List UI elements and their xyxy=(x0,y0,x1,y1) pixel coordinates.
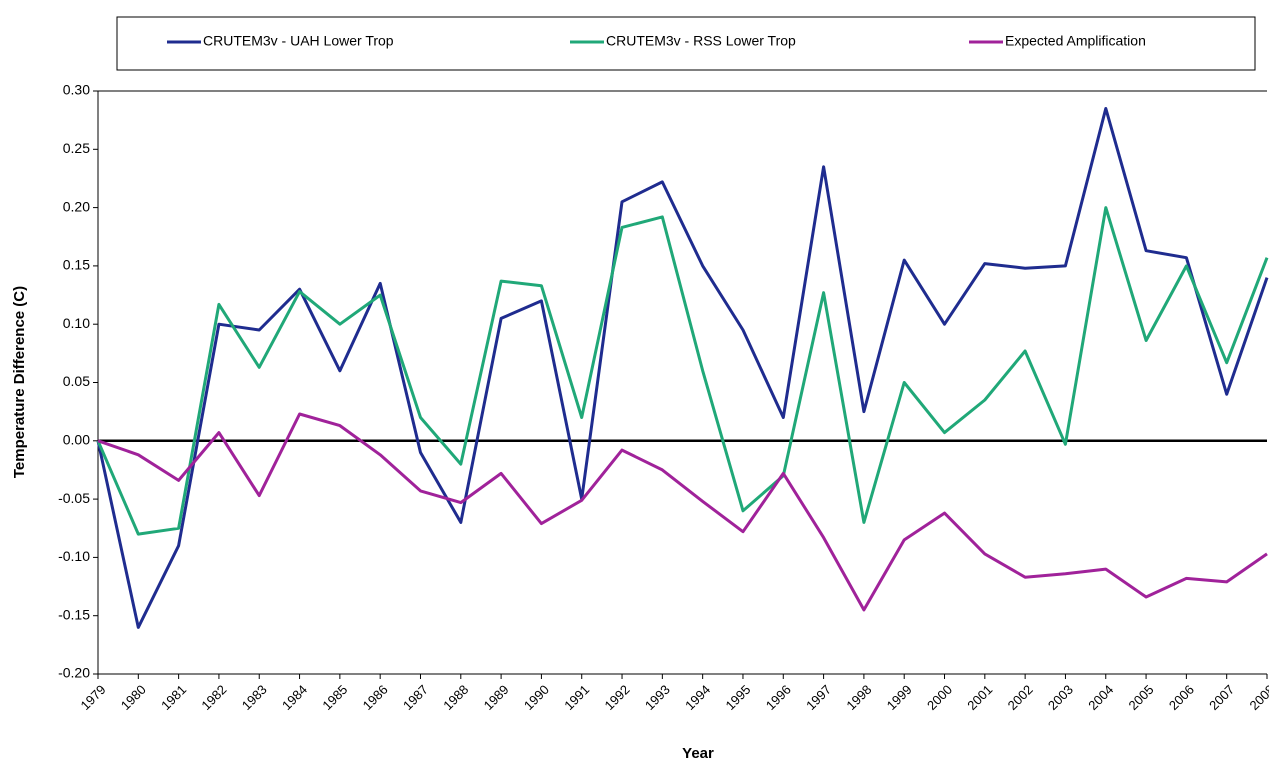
x-tick-label: 1991 xyxy=(561,682,592,713)
legend-label: CRUTEM3v - RSS Lower Trop xyxy=(606,33,796,49)
x-tick-label: 1989 xyxy=(481,682,512,713)
y-tick-label: -0.15 xyxy=(58,606,90,622)
x-tick-label: 1996 xyxy=(763,682,794,713)
x-tick-label: 1993 xyxy=(642,682,673,713)
x-tick-label: 1990 xyxy=(521,682,552,713)
y-tick-label: -0.20 xyxy=(58,665,90,681)
y-tick-label: 0.30 xyxy=(63,82,90,98)
x-tick-label: 1984 xyxy=(279,682,310,713)
x-tick-label: 2002 xyxy=(1005,682,1036,713)
x-tick-label: 2004 xyxy=(1085,682,1116,713)
series-line xyxy=(96,107,1269,629)
x-tick-label: 1998 xyxy=(843,682,874,713)
x-tick-label: 1982 xyxy=(198,682,229,713)
y-tick-label: 0.05 xyxy=(63,373,90,389)
series-line xyxy=(97,412,1268,612)
x-tick-label: 1994 xyxy=(682,682,713,713)
y-axis-title: Temperature Difference (C) xyxy=(11,286,28,478)
x-tick-label: 1985 xyxy=(319,682,350,713)
x-tick-label: 1987 xyxy=(400,682,431,713)
y-tick-label: 0.25 xyxy=(63,140,90,156)
y-tick-label: -0.05 xyxy=(58,490,90,506)
x-tick-label: 1980 xyxy=(118,682,149,713)
x-tick-label: 1997 xyxy=(803,682,834,713)
x-tick-label: 2005 xyxy=(1126,682,1157,713)
x-tick-label: 2001 xyxy=(964,682,995,713)
x-tick-label: 1999 xyxy=(884,682,915,713)
legend-box xyxy=(116,16,1256,71)
x-tick-label: 1992 xyxy=(602,682,633,713)
x-tick-label: 1988 xyxy=(440,682,471,713)
x-tick-label: 1995 xyxy=(722,682,753,713)
x-tick-label: 1986 xyxy=(360,682,391,713)
y-tick-label: -0.10 xyxy=(58,548,90,564)
y-tick-label: 0.10 xyxy=(63,315,90,331)
x-tick-label: 2008 xyxy=(1246,682,1269,713)
x-tick-label: 1981 xyxy=(158,682,189,713)
x-tick-label: 2000 xyxy=(924,682,955,713)
y-tick-label: 0.00 xyxy=(63,432,90,448)
y-tick-label: 0.15 xyxy=(63,257,90,273)
y-tick-label: 0.20 xyxy=(63,198,90,214)
series-line xyxy=(96,206,1269,536)
x-tick-label: 2003 xyxy=(1045,682,1076,713)
legend-label: CRUTEM3v - UAH Lower Trop xyxy=(203,33,394,49)
x-tick-label: 2006 xyxy=(1166,682,1197,713)
x-tick-label: 2007 xyxy=(1206,682,1237,713)
x-axis-title: Year xyxy=(682,745,714,762)
legend-label: Expected Amplification xyxy=(1005,33,1146,49)
x-tick-label: 1979 xyxy=(77,682,108,713)
x-tick-label: 1983 xyxy=(239,682,270,713)
